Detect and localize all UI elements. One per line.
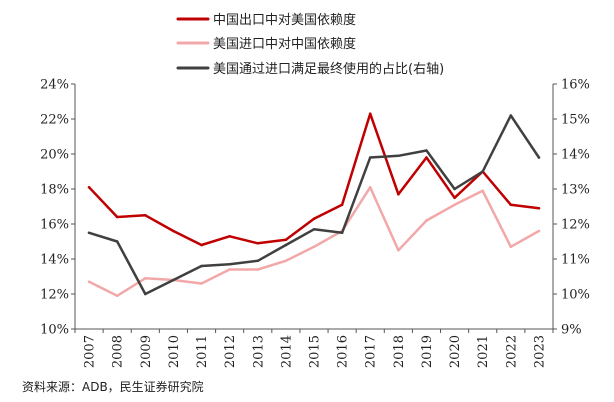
x-axis-tick-label: 2020 [448, 335, 463, 368]
x-axis-tick-label: 2018 [392, 335, 407, 368]
right-axis-tick-label: 13% [561, 183, 590, 198]
left-axis-tick-label: 10% [40, 323, 69, 338]
x-axis-tick-label: 2012 [223, 335, 238, 368]
series-1-point [537, 206, 541, 210]
x-axis-tick-label: 2019 [420, 335, 435, 368]
x-axis-tick-label: 2016 [336, 335, 351, 368]
series-3-point [481, 170, 485, 173]
series-1-point [453, 196, 456, 200]
right-axis-tick-label: 12% [561, 218, 590, 233]
left-axis-tick-label: 18% [40, 183, 69, 198]
right-axis-tick-label: 10% [561, 288, 590, 303]
x-axis-tick-label: 2014 [279, 335, 294, 368]
series-2-point [143, 276, 147, 280]
series-3-point [537, 156, 541, 159]
series-1-point [256, 241, 260, 245]
series-1-point [397, 192, 400, 196]
x-axis-tick-label: 2010 [167, 335, 182, 368]
series-2-point [481, 189, 485, 193]
x-axis-tick-label: 2009 [139, 335, 154, 368]
series-3-point [368, 156, 372, 159]
series-1-point [172, 229, 175, 233]
series-3-point [312, 227, 316, 231]
legend-label-2: 美国进口中对中国依赖度 [213, 36, 356, 52]
right-axis-tick-label: 11% [561, 253, 590, 268]
right-axis-tick-label: 16% [561, 78, 590, 93]
series-2-point [368, 185, 372, 189]
series-3-point [340, 231, 344, 235]
series-line-3 [87, 114, 541, 296]
series-1-point [284, 238, 288, 242]
series-3-point [115, 240, 119, 243]
legend-label-3: 美国通过进口满足最终使用的占比(右轴) [213, 61, 444, 77]
series-1-point [115, 215, 119, 219]
series-3-point [143, 292, 147, 296]
left-axis-tick-label: 12% [40, 288, 69, 303]
x-axis-tick-label: 2008 [111, 335, 126, 368]
right-axis-tick-label: 14% [561, 148, 590, 163]
series-2-point [397, 248, 400, 252]
series-1-point [368, 112, 372, 116]
series-2-point [115, 294, 119, 298]
left-axis-tick-label: 24% [40, 78, 69, 93]
axes: 10% 12% 14% 16% 18% 20% 22% 24% 9% 10% 11% 12% 13% 14… [40, 78, 590, 369]
series-3-point [256, 259, 260, 263]
series-1-point [312, 217, 316, 221]
x-axis-tick-label: 2013 [251, 335, 266, 368]
series-3-point [200, 264, 203, 268]
series-3-point [453, 187, 456, 191]
legend-label-1: 中国出口中对美国依赖度 [213, 12, 356, 28]
x-axis-tick-label: 2007 [83, 335, 98, 368]
series-1-point [200, 243, 203, 247]
x-axis-tick-label: 2015 [308, 335, 323, 368]
series-line-2 [87, 186, 541, 298]
series-2-point [87, 280, 91, 284]
series-3-point [425, 149, 428, 152]
series-1-point [425, 156, 428, 159]
series-2-point [312, 245, 316, 249]
series-3-point [87, 231, 91, 235]
x-axis-tick-label: 2011 [195, 335, 210, 368]
left-axis-tick-label: 14% [40, 253, 69, 268]
series-3-point [172, 278, 175, 282]
series-3-point [228, 262, 231, 266]
left-axis-tick-label: 22% [40, 113, 69, 128]
series-3-point [397, 154, 400, 158]
series-2-point [425, 219, 428, 222]
series-2-point [256, 268, 260, 271]
series-2-point [453, 203, 456, 207]
series-1-point [340, 203, 344, 207]
series-2-point [228, 268, 231, 271]
right-axis-tick-label: 15% [561, 113, 590, 128]
left-axis-tick-label: 20% [40, 148, 69, 163]
series-2-point [200, 282, 203, 285]
series-lines [87, 112, 541, 298]
series-2-point [509, 245, 513, 249]
source-note: 资料来源：ADB，民生证券研究院 [22, 380, 204, 394]
x-axis-tick-label: 2017 [364, 335, 379, 368]
series-1-point [143, 213, 147, 217]
series-2-point [284, 259, 288, 263]
series-3-point [284, 243, 288, 247]
legend: 中国出口中对美国依赖度美国进口中对中国依赖度美国通过进口满足最终使用的占比(右轴… [176, 12, 444, 77]
series-1-point [509, 203, 513, 207]
series-2-point [537, 229, 541, 233]
x-axis-tick-label: 2021 [476, 335, 491, 368]
series-1-point [228, 234, 231, 238]
series-3-point [509, 114, 513, 117]
x-axis-tick-label: 2022 [504, 335, 519, 368]
right-axis-tick-label: 9% [561, 323, 582, 338]
left-axis-tick-label: 16% [40, 218, 69, 233]
series-1-point [87, 185, 91, 189]
x-axis-tick-label: 2023 [532, 335, 547, 368]
